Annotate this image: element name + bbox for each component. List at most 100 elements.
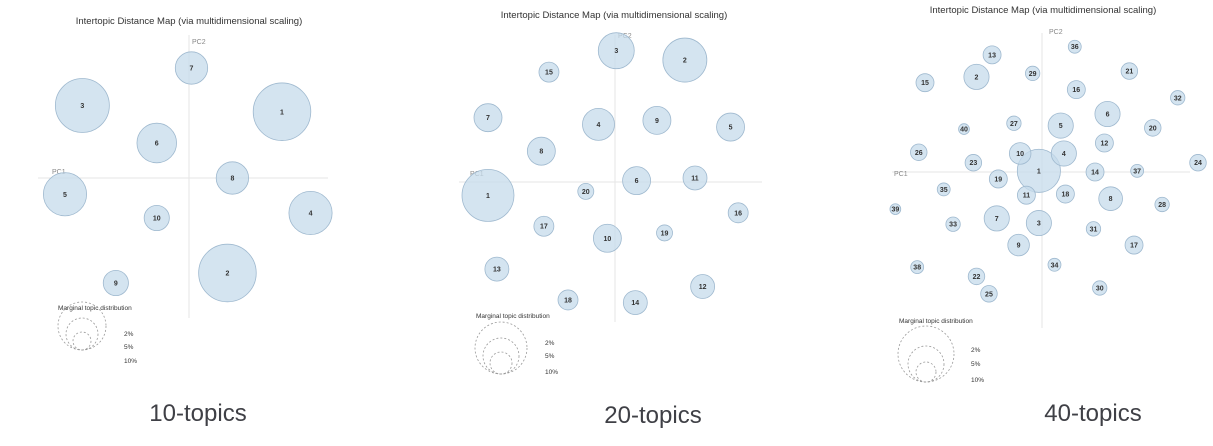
topic-label-5: 5	[1059, 123, 1063, 130]
topic-label-38: 38	[913, 265, 921, 272]
topic-label-19: 19	[994, 176, 1002, 183]
topic-bubble-17	[533, 215, 555, 237]
topic-label-7: 7	[190, 66, 194, 73]
topic-label-4: 4	[1062, 151, 1066, 158]
topic-bubble-4	[1050, 140, 1077, 167]
topic-bubble-17	[1124, 235, 1144, 255]
topic-label-9: 9	[655, 118, 659, 125]
topic-label-14: 14	[1091, 170, 1099, 177]
topic-bubble-26	[910, 143, 928, 161]
chart-title: Intertopic Distance Map (via multidimens…	[930, 5, 1157, 16]
topic-label-2: 2	[683, 58, 687, 65]
legend-circle-1	[65, 317, 99, 351]
legend-label-0: 2%	[971, 347, 981, 354]
chart-title: Intertopic Distance Map (via multidimens…	[501, 10, 728, 21]
topic-label-26: 26	[915, 150, 923, 157]
topic-label-2: 2	[225, 271, 229, 278]
topic-bubble-3	[1025, 210, 1052, 237]
topic-bubble-10	[143, 204, 170, 231]
topic-label-37: 37	[1133, 168, 1141, 175]
pc1-axis-label: PC1	[52, 169, 66, 176]
topic-bubble-15	[915, 73, 935, 93]
topic-bubble-8	[526, 136, 556, 166]
topic-bubble-38	[910, 260, 925, 274]
topic-bubble-7	[473, 103, 503, 133]
topic-label-31: 31	[1090, 226, 1098, 233]
topic-bubble-13	[484, 256, 510, 282]
topic-bubble-35	[936, 182, 951, 197]
caption-10-topics: 10-topics	[149, 400, 247, 427]
topic-label-30: 30	[1096, 286, 1104, 293]
topic-label-25: 25	[985, 291, 993, 298]
topic-bubble-32	[1170, 90, 1186, 106]
topic-bubble-23	[964, 154, 983, 172]
topic-bubble-11	[1016, 185, 1036, 205]
topic-bubble-5	[43, 172, 88, 217]
topic-bubble-16	[1066, 80, 1086, 100]
topic-bubble-39	[889, 203, 902, 215]
topic-label-3: 3	[614, 48, 618, 55]
topic-label-14: 14	[631, 300, 639, 307]
legend-circle-0	[489, 351, 513, 375]
topic-bubble-2	[662, 37, 708, 83]
topic-label-34: 34	[1051, 262, 1059, 269]
legend-circle-0	[915, 361, 937, 383]
topic-bubble-1	[252, 82, 312, 141]
topic-label-8: 8	[230, 176, 234, 183]
topic-label-10: 10	[153, 216, 161, 223]
topic-label-16: 16	[1072, 87, 1080, 94]
topic-bubble-9	[102, 269, 129, 296]
legend-circle-2	[474, 321, 528, 375]
topic-label-6: 6	[635, 178, 639, 185]
panel-10-topics: Intertopic Distance Map (via multidimens…	[0, 0, 404, 446]
panel-20-topics: Intertopic Distance Map (via multidimens…	[404, 0, 808, 446]
topic-bubble-21	[1120, 62, 1139, 80]
topic-bubble-29	[1025, 65, 1041, 82]
topic-label-29: 29	[1029, 71, 1037, 78]
legend-label-1: 5%	[545, 353, 555, 360]
legend-label-1: 5%	[971, 361, 981, 368]
legend-label-0: 2%	[124, 331, 134, 338]
topic-label-2: 2	[975, 74, 979, 81]
topic-label-5: 5	[63, 192, 67, 199]
legend-circle-0	[72, 331, 92, 351]
topic-bubble-14	[622, 290, 648, 316]
topic-bubble-10	[592, 223, 622, 253]
legend-circle-2	[57, 301, 107, 351]
topic-bubble-19	[656, 224, 673, 242]
topic-bubble-7	[983, 205, 1010, 232]
topic-label-10: 10	[1016, 151, 1024, 158]
topic-label-15: 15	[545, 70, 553, 77]
legend-title: Marginal topic distribution	[476, 313, 550, 320]
topic-bubble-4	[582, 107, 615, 141]
topic-bubble-27	[1006, 115, 1022, 131]
topic-label-18: 18	[564, 297, 572, 304]
topic-bubble-31	[1085, 221, 1102, 237]
topic-label-40: 40	[960, 127, 968, 134]
topic-label-22: 22	[973, 274, 981, 281]
chart-title: Intertopic Distance Map (via multidimens…	[76, 16, 303, 27]
topic-bubble-22	[967, 267, 986, 286]
topic-label-21: 21	[1125, 69, 1133, 76]
topic-label-16: 16	[734, 210, 742, 217]
legend-label-0: 2%	[545, 340, 555, 347]
topic-bubble-16	[727, 202, 749, 224]
topic-label-7: 7	[486, 115, 490, 122]
topic-bubble-12	[690, 274, 716, 299]
topic-label-1: 1	[486, 193, 490, 200]
topic-label-4: 4	[597, 122, 601, 129]
topic-label-1: 1	[280, 109, 284, 116]
panel-40-topics: Intertopic Distance Map (via multidimens…	[808, 0, 1213, 446]
topic-label-9: 9	[114, 281, 118, 288]
topic-label-9: 9	[1017, 243, 1021, 250]
topic-bubble-15	[538, 61, 560, 83]
legend-circle-1	[907, 345, 945, 383]
topic-label-1: 1	[1037, 168, 1041, 175]
topic-bubble-9	[642, 105, 672, 135]
topic-bubble-19	[988, 169, 1008, 189]
topic-bubble-3	[597, 32, 635, 70]
topic-bubble-13	[982, 45, 1002, 65]
topic-bubble-18	[1055, 184, 1075, 204]
topic-label-33: 33	[949, 222, 957, 229]
topic-bubble-8	[215, 161, 249, 195]
